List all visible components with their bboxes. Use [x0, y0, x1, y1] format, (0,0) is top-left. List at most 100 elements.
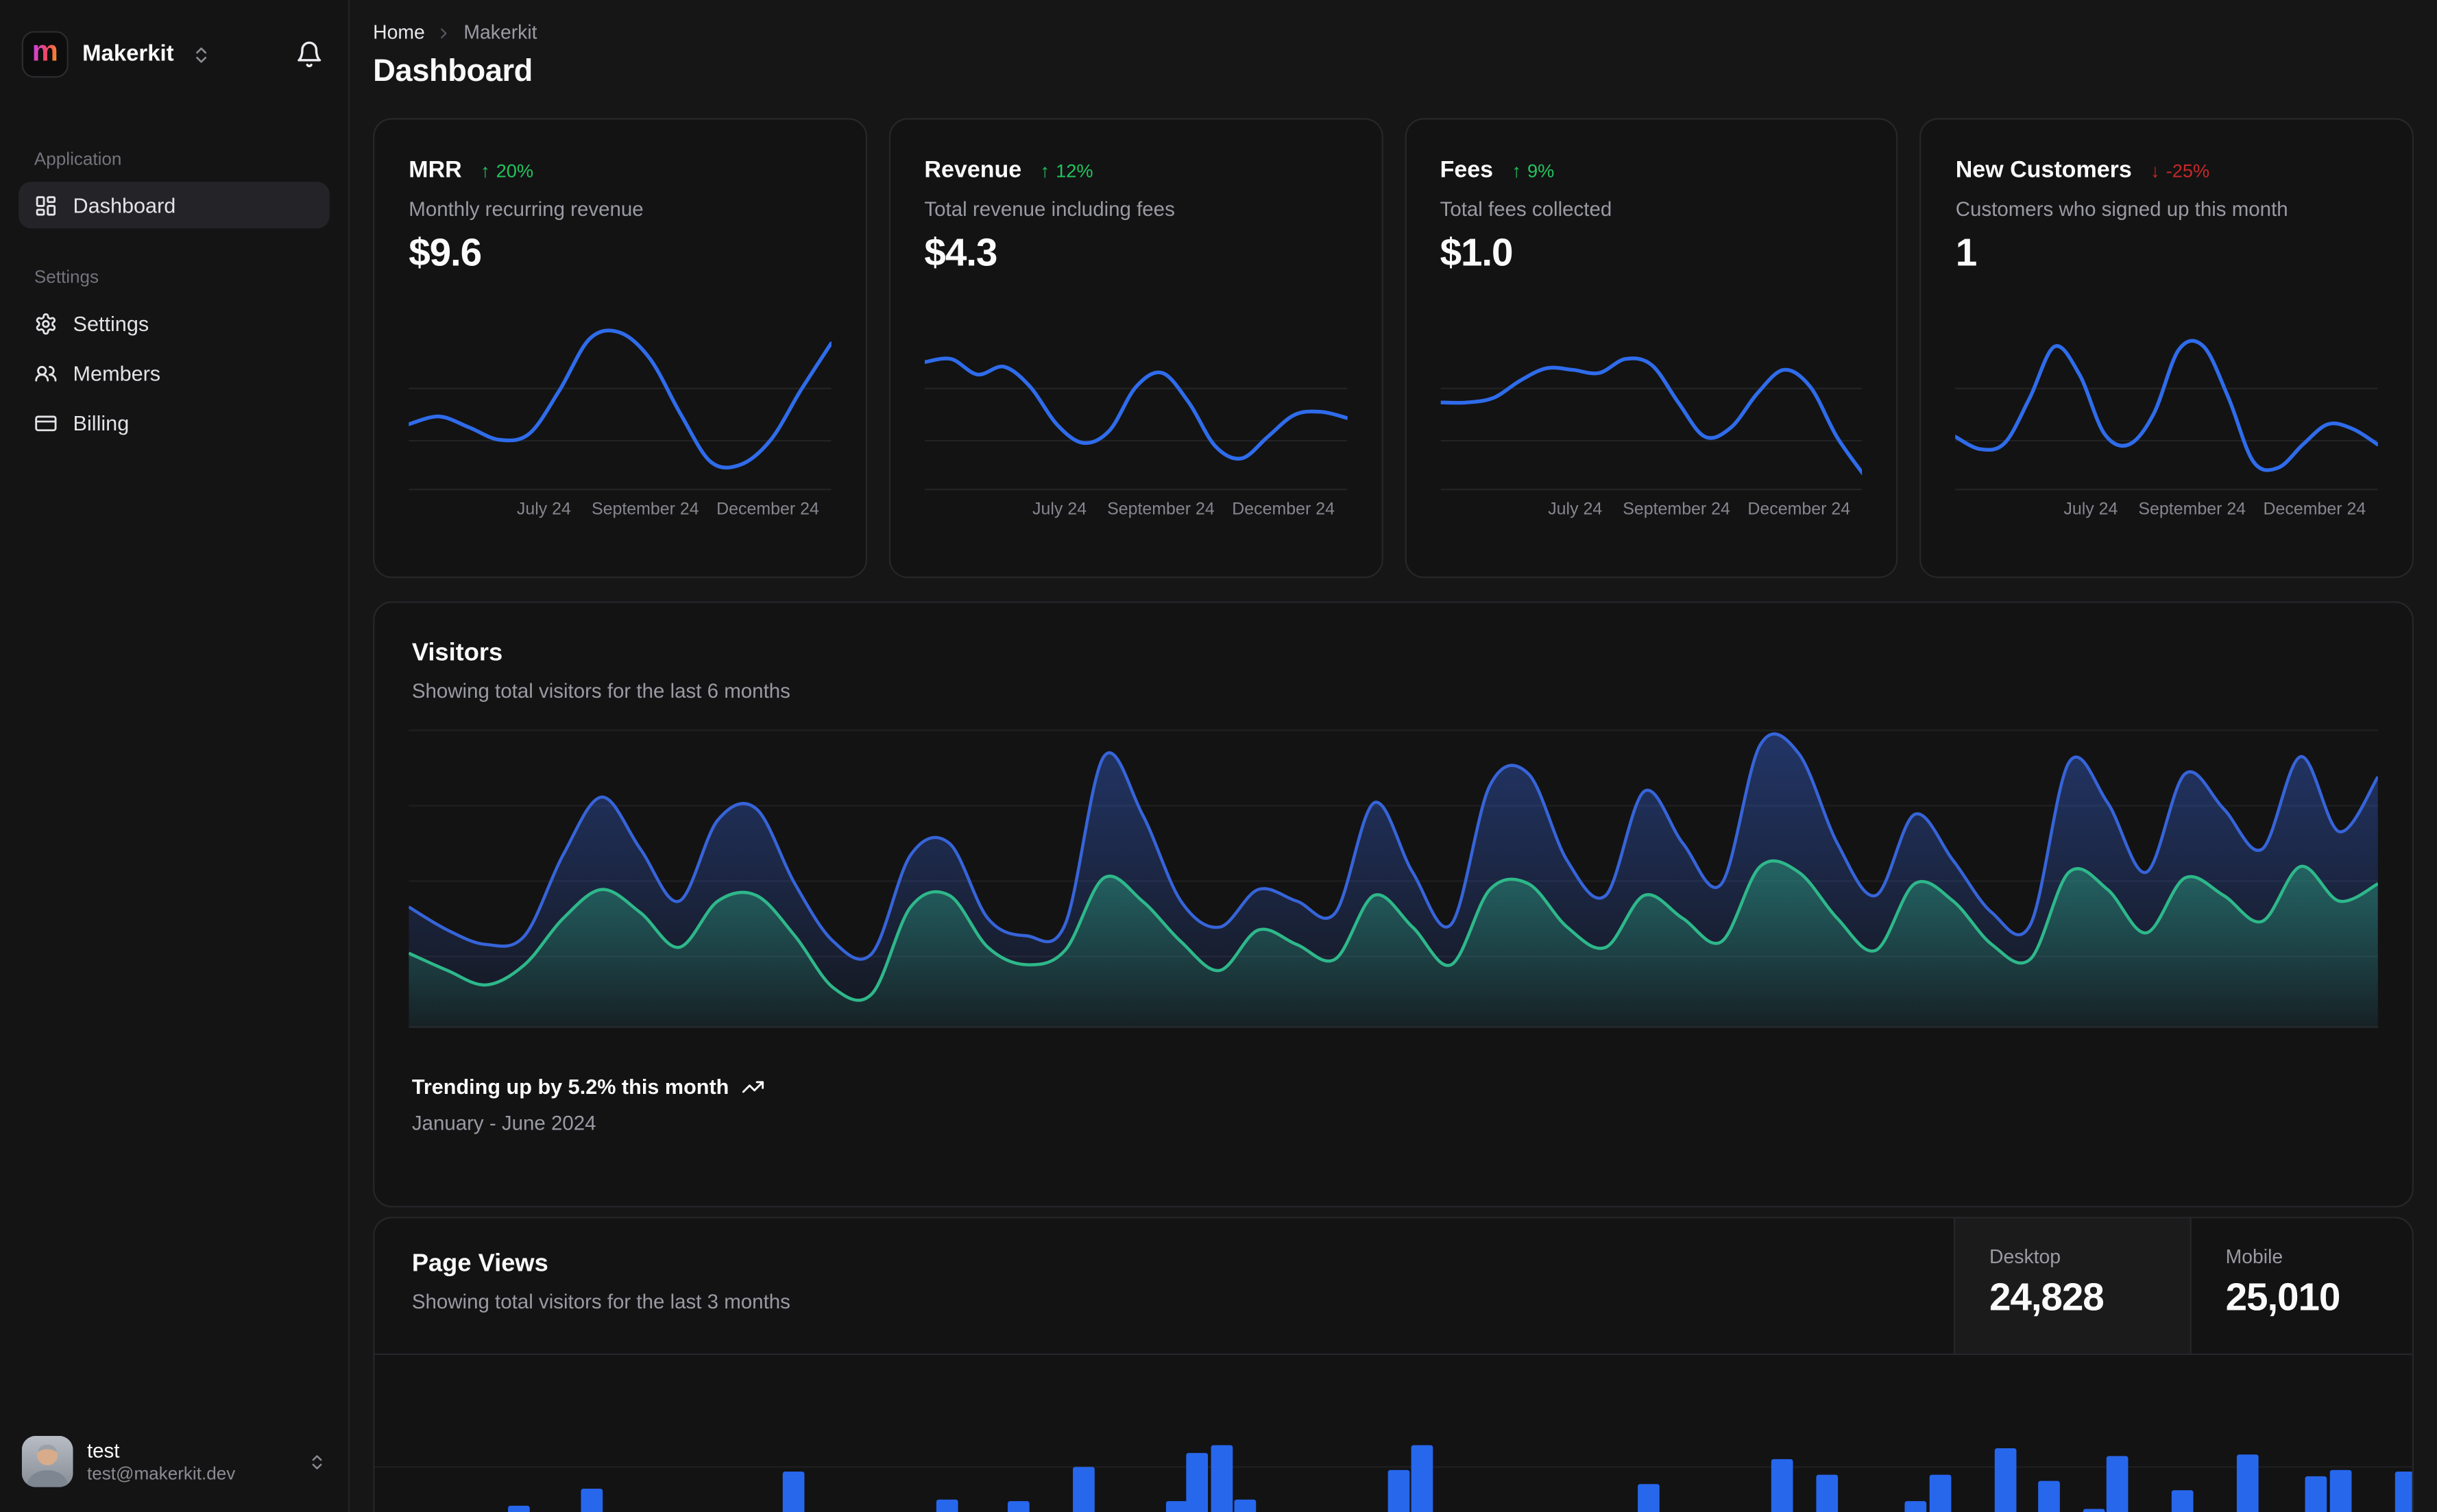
sidebar-item-billing[interactable]: Billing — [19, 400, 329, 446]
stat-value: $9.6 — [409, 231, 482, 276]
page-views-bar-chart[interactable] — [374, 1355, 2412, 1512]
sidebar-section-label: Settings — [34, 269, 99, 288]
page-views-title: Page Views — [411, 1251, 548, 1278]
stat-trend-badge: ↑ 12% — [1040, 159, 1093, 181]
visitors-trend-label: Trending up by 5.2% this month — [411, 1075, 729, 1099]
stat-value: $4.3 — [924, 231, 997, 276]
page-views-tab-desktop[interactable]: Desktop 24,828 — [1953, 1218, 2190, 1354]
x-tick: December 24 — [1747, 500, 1851, 520]
gear-icon — [34, 312, 58, 335]
page-views-subtitle: Showing total visitors for the last 3 mo… — [411, 1289, 790, 1313]
x-tick: July 24 — [2063, 500, 2118, 520]
stat-title: New Customers — [1955, 156, 2132, 184]
x-tick: December 24 — [2263, 500, 2366, 520]
stat-description: Monthly recurring revenue — [409, 197, 644, 221]
arrow-up-icon: ↑ — [480, 159, 490, 182]
visitors-subtitle: Showing total visitors for the last 6 mo… — [411, 679, 790, 703]
stat-trend-value: -25% — [2166, 159, 2210, 182]
stat-sparkline-chart[interactable] — [1438, 319, 1865, 493]
stat-sparkline-chart[interactable] — [407, 319, 834, 493]
tab-value: 24,828 — [1989, 1276, 2105, 1319]
stat-sparkline-chart[interactable] — [922, 319, 1349, 493]
sidebar-item-label: Billing — [73, 411, 130, 435]
stat-trend-badge: ↓ -25% — [2150, 159, 2209, 181]
stat-x-axis: July 24 September 24 December 24 — [924, 500, 1346, 525]
x-tick: July 24 — [1032, 500, 1087, 520]
main-content: Home Makerkit Dashboard MRR ↑ 20% Monthly r… — [350, 0, 2437, 1512]
sidebar-nav: Application Dashboard Settings Settings Memb… — [19, 77, 330, 449]
stat-trend-badge: ↑ 20% — [481, 159, 533, 181]
chevron-right-icon — [436, 24, 453, 41]
stat-x-axis: July 24 September 24 December 24 — [1440, 500, 1863, 525]
user-avatar — [21, 1435, 73, 1487]
sidebar-item-dashboard[interactable]: Dashboard — [19, 182, 330, 229]
stat-title: MRR — [409, 156, 462, 184]
stat-card-fees: Fees ↑ 9% Total fees collected $1.0 July 24 Se… — [1404, 118, 1898, 578]
breadcrumb-current: Makerkit — [463, 21, 537, 44]
page-views-tab-mobile[interactable]: Mobile 25,010 — [2190, 1218, 2412, 1354]
sidebar-item-label: Dashboard — [73, 193, 176, 217]
users-icon — [34, 361, 58, 385]
x-tick: December 24 — [716, 500, 819, 520]
user-menu[interactable]: test test@makerkit.dev — [19, 1432, 329, 1490]
makerkit-logo: m — [21, 31, 69, 78]
sidebar-item-label: Settings — [73, 311, 149, 335]
stat-trend-badge: ↑ 9% — [1512, 159, 1554, 181]
x-tick: July 24 — [516, 500, 571, 520]
workspace-name: Makerkit — [82, 42, 174, 67]
chevrons-up-down-icon[interactable] — [191, 45, 211, 64]
sidebar-item-members[interactable]: Members — [19, 350, 329, 396]
workspace-selector[interactable]: m Makerkit — [19, 31, 329, 78]
x-tick: September 24 — [591, 500, 699, 520]
breadcrumb-home-link[interactable]: Home — [373, 21, 425, 44]
page-views-tabs: Desktop 24,828 Mobile 25,010 — [1953, 1218, 2412, 1354]
stat-sparkline-chart[interactable] — [1954, 319, 2380, 493]
arrow-down-icon: ↓ — [2150, 159, 2160, 182]
sidebar-section-settings: Settings Settings Members Billing — [19, 269, 329, 446]
visitors-card: Visitors Showing total visitors for the … — [373, 601, 2414, 1208]
visitors-area-chart[interactable] — [408, 727, 2379, 1029]
x-tick: September 24 — [2138, 500, 2246, 520]
stat-description: Total revenue including fees — [924, 197, 1175, 221]
x-tick: September 24 — [1107, 500, 1215, 520]
breadcrumb: Home Makerkit — [373, 22, 2414, 44]
stat-trend-value: 20% — [496, 159, 534, 182]
arrow-up-icon: ↑ — [1512, 159, 1521, 182]
arrow-up-icon: ↑ — [1040, 159, 1050, 182]
trending-up-icon — [741, 1075, 764, 1099]
stat-value: $1.0 — [1440, 231, 1514, 276]
sidebar-section-application: Application Dashboard — [19, 150, 330, 229]
visitors-range-label: January - June 2024 — [411, 1111, 596, 1135]
sidebar-item-settings[interactable]: Settings — [19, 300, 329, 347]
stat-card-new-customers: New Customers ↓ -25% Customers who signed u… — [1919, 118, 2414, 578]
stat-x-axis: July 24 September 24 December 24 — [409, 500, 831, 525]
stat-x-axis: July 24 September 24 December 24 — [1956, 500, 2378, 525]
stat-card-mrr: MRR ↑ 20% Monthly recurring revenue $9.6 July… — [373, 118, 867, 578]
stat-trend-value: 12% — [1056, 159, 1093, 182]
user-name: test — [86, 1439, 120, 1463]
tab-value: 25,010 — [2225, 1276, 2341, 1319]
stat-title: Fees — [1440, 156, 1494, 184]
x-tick: July 24 — [1548, 500, 1603, 520]
stat-card-revenue: Revenue ↑ 12% Total revenue including fees $… — [888, 118, 1383, 578]
chevrons-up-down-icon[interactable] — [308, 1452, 326, 1471]
x-tick: December 24 — [1232, 500, 1335, 520]
tab-label: Mobile — [2225, 1246, 2283, 1269]
stat-value: 1 — [1955, 231, 1978, 276]
stat-trend-value: 9% — [1527, 159, 1555, 182]
stat-description: Total fees collected — [1440, 197, 1612, 221]
user-email: test@makerkit.dev — [86, 1465, 236, 1485]
x-tick: September 24 — [1623, 500, 1730, 520]
dashboard-icon — [34, 193, 58, 217]
sidebar-section-label: Application — [34, 150, 122, 170]
credit-card-icon — [34, 411, 58, 435]
page-title: Dashboard — [373, 54, 533, 89]
stat-cards-row: MRR ↑ 20% Monthly recurring revenue $9.6 July… — [373, 118, 2414, 578]
tab-label: Desktop — [1989, 1246, 2061, 1269]
visitors-title: Visitors — [411, 640, 503, 667]
sidebar: m Makerkit Application Dashboard Settings S… — [0, 0, 350, 1512]
page-views-card: Page Views Showing total visitors for th… — [373, 1217, 2414, 1512]
stat-title: Revenue — [924, 156, 1022, 184]
stat-description: Customers who signed up this month — [1955, 197, 2288, 221]
notifications-bell-icon[interactable] — [292, 37, 326, 71]
